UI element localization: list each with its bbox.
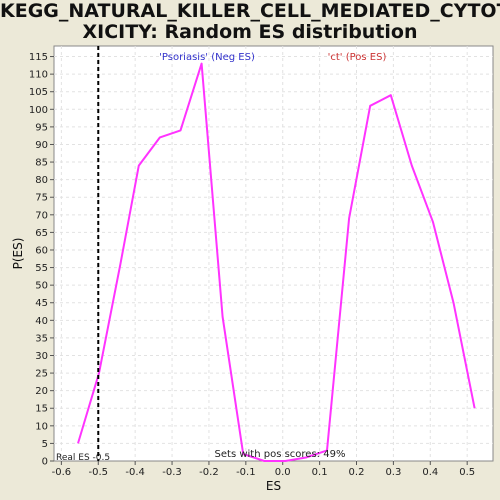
y-tick-label: 90 — [35, 140, 48, 151]
y-tick-label: 30 — [35, 351, 48, 362]
pos-es-label: 'ct' (Pos ES) — [328, 52, 387, 63]
y-tick-label: 70 — [35, 210, 48, 221]
y-tick-label: 35 — [35, 333, 48, 344]
x-tick-label: -0.4 — [125, 467, 145, 478]
pos-scores-note: Sets with pos scores: 49% — [215, 449, 346, 460]
y-tick-label: 105 — [29, 87, 48, 98]
x-tick-label: -0.1 — [236, 467, 256, 478]
y-axis-label: P(ES) — [11, 238, 25, 270]
x-axis-label: ES — [266, 479, 281, 493]
axes: 0 5 10 15 20 25 30 35 40 45 50 55 60 65 70 75 80 85 90 95 10… — [11, 52, 475, 493]
y-tick-label: 50 — [35, 281, 48, 292]
y-tick-label: 75 — [35, 193, 48, 204]
y-tick-label: 65 — [35, 228, 48, 239]
y-tick-label: 60 — [35, 245, 48, 256]
y-tick-label: 10 — [35, 421, 48, 432]
series-group — [77, 62, 476, 462]
x-tick-label: 0.4 — [422, 467, 438, 478]
x-tick-label: -0.6 — [52, 467, 72, 478]
y-tick-label: 5 — [42, 439, 48, 450]
chart-title-line-2: XICITY: Random ES distribution — [82, 21, 418, 43]
x-tick-label: -0.5 — [89, 467, 109, 478]
y-tick-label: 115 — [29, 52, 48, 63]
y-tick-label: 15 — [35, 404, 48, 415]
y-tick-label: 95 — [35, 122, 48, 133]
y-tick-label: 25 — [35, 369, 48, 380]
y-tick-label: 45 — [35, 298, 48, 309]
chart-title: KEGG_NATURAL_KILLER_CELL_MEDIATED_CYTOTO… — [0, 1, 500, 43]
y-tick-label: 110 — [29, 70, 48, 81]
es-distribution-line — [77, 62, 476, 462]
x-tick-label: 0.0 — [275, 467, 291, 478]
real-es-label: Real ES -0.5 — [56, 453, 110, 463]
grid-lines — [54, 46, 493, 461]
x-tick-label: -0.2 — [199, 467, 219, 478]
chart-title-line-1: KEGG_NATURAL_KILLER_CELL_MEDIATED_CYTOTO — [0, 1, 500, 22]
annotations-group: Real ES -0.5 'Psoriasis' (Neg ES) 'ct' (Po… — [56, 46, 386, 463]
x-tick-label: -0.3 — [162, 467, 182, 478]
x-tick-label: 0.5 — [459, 467, 475, 478]
y-tick-label: 0 — [42, 457, 48, 468]
x-tick-label: 0.3 — [385, 467, 401, 478]
x-tick-label: 0.2 — [349, 467, 365, 478]
plot-background — [53, 45, 494, 462]
y-tick-label: 100 — [29, 105, 48, 116]
neg-es-label: 'Psoriasis' (Neg ES) — [159, 52, 255, 63]
y-tick-label: 40 — [35, 316, 48, 327]
y-tick-label: 80 — [35, 175, 48, 186]
x-tick-label: 0.1 — [312, 467, 328, 478]
y-tick-label: 55 — [35, 263, 48, 274]
y-tick-label: 85 — [35, 158, 48, 169]
y-tick-label: 20 — [35, 386, 48, 397]
